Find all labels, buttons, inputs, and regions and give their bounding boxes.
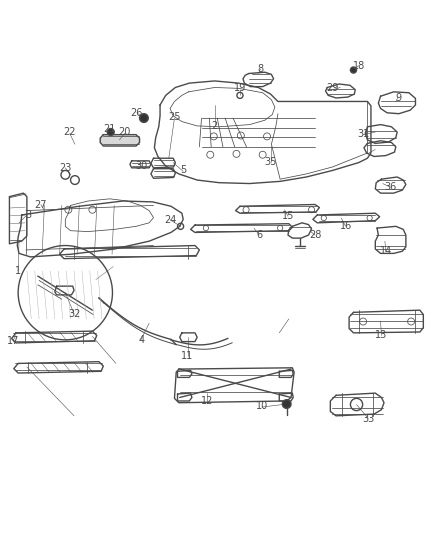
- Text: 25: 25: [168, 112, 181, 122]
- Text: 32: 32: [68, 309, 80, 319]
- Text: 18: 18: [353, 61, 365, 71]
- Text: 14: 14: [380, 246, 392, 256]
- Text: 10: 10: [256, 401, 268, 411]
- Text: 29: 29: [326, 83, 339, 93]
- Circle shape: [107, 128, 114, 135]
- Text: 9: 9: [395, 93, 401, 103]
- Text: 2: 2: [212, 121, 218, 131]
- Circle shape: [140, 114, 148, 123]
- Circle shape: [283, 400, 291, 408]
- Text: 5: 5: [180, 165, 186, 175]
- Text: 15: 15: [282, 211, 294, 221]
- Text: 22: 22: [64, 127, 76, 137]
- Text: 8: 8: [258, 64, 264, 74]
- Text: 30: 30: [135, 161, 148, 171]
- Text: 11: 11: [181, 351, 194, 360]
- Text: 19: 19: [234, 83, 246, 93]
- Text: 13: 13: [375, 330, 388, 341]
- Text: 35: 35: [264, 157, 277, 167]
- Text: 4: 4: [138, 335, 145, 345]
- Text: 3: 3: [25, 210, 32, 220]
- Text: 20: 20: [119, 127, 131, 137]
- Text: 26: 26: [131, 108, 143, 118]
- Text: 12: 12: [201, 396, 213, 406]
- Text: 16: 16: [339, 221, 352, 231]
- Text: 28: 28: [309, 230, 321, 240]
- Text: 27: 27: [35, 199, 47, 209]
- Text: 23: 23: [59, 163, 71, 173]
- Text: 1: 1: [15, 266, 21, 276]
- Text: 21: 21: [103, 124, 115, 134]
- Text: 17: 17: [7, 336, 19, 346]
- Text: 31: 31: [357, 129, 369, 139]
- Text: 24: 24: [164, 215, 176, 225]
- Text: 33: 33: [362, 414, 374, 424]
- Polygon shape: [100, 135, 140, 146]
- Text: 36: 36: [384, 182, 396, 192]
- Text: 6: 6: [256, 230, 262, 240]
- Circle shape: [350, 67, 357, 73]
